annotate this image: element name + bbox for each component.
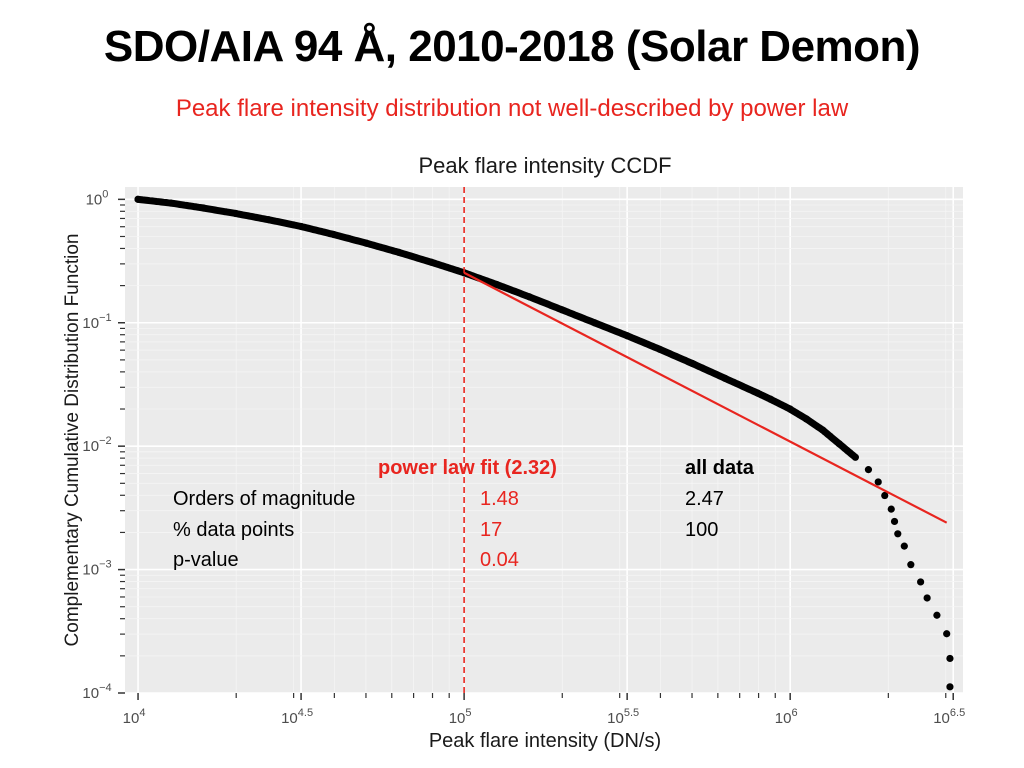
ccdf-point	[199, 204, 207, 212]
ccdf-point	[623, 332, 631, 340]
fit-header: power law fit (2.32)	[378, 457, 557, 479]
ccdf-point	[330, 230, 338, 239]
ccdf-point	[943, 630, 951, 638]
ccdf-point	[819, 426, 827, 434]
ccdf-point	[493, 280, 501, 289]
ccdf-point	[297, 222, 305, 231]
slide-title: SDO/AIA 94 Å, 2010-2018 (Solar Demon)	[103, 22, 921, 71]
ccdf-point	[900, 542, 908, 550]
ccdf-point	[558, 306, 566, 314]
ccdf-point	[395, 248, 403, 257]
row-fit-orders: 1.48	[480, 488, 519, 510]
ccdf-point	[946, 654, 954, 663]
ccdf-point	[917, 578, 925, 586]
y-axis-label: Complementary Cumulative Distribution Fu…	[62, 234, 83, 647]
plot-panel	[125, 187, 963, 693]
ccdf-point	[835, 440, 843, 448]
ccdf-point	[590, 319, 599, 327]
ccdf-point	[167, 199, 175, 207]
ccdf-point	[946, 683, 954, 691]
ccdf-point	[887, 505, 895, 513]
row-fit-pct: 17	[480, 519, 502, 541]
ccdf-point	[721, 374, 729, 382]
x-tick-label: 105	[449, 707, 472, 727]
ccdf-point	[232, 209, 240, 218]
ccdf-point	[767, 395, 775, 403]
row-label-orders: Orders of magnitude	[173, 488, 355, 510]
data-marks	[134, 187, 954, 693]
y-axis-ticks	[118, 198, 125, 694]
tick-labels: 104 104.5 105 105.5 106 106.5 100 10−1 10−2 10−3 1…	[82, 188, 965, 727]
ccdf-point	[753, 389, 762, 397]
y-tick-label: 10−2	[82, 435, 111, 455]
x-tick-label: 105.5	[607, 707, 639, 727]
ccdf-point	[134, 195, 142, 203]
row-label-pct: % data points	[173, 519, 294, 541]
ccdf-point	[894, 530, 902, 538]
row-all-orders: 2.47	[685, 488, 724, 510]
x-tick-label: 106.5	[933, 707, 965, 727]
ccdf-point	[851, 453, 859, 461]
ccdf-point	[786, 405, 794, 413]
x-axis-ticks	[137, 693, 954, 700]
ccdf-point	[864, 466, 873, 474]
ccdf-data-band	[134, 195, 858, 460]
x-tick-label: 106	[775, 707, 798, 727]
ccdf-point	[264, 216, 273, 224]
ccdf-point	[688, 359, 696, 368]
ccdf-point	[933, 611, 941, 619]
ccdf-point	[890, 517, 899, 526]
chart-title: Peak flare intensity CCDF	[418, 153, 671, 178]
slide-subtitle: Peak flare intensity distribution not we…	[175, 95, 849, 122]
x-axis-label: Peak flare intensity (DN/s)	[429, 730, 661, 752]
power-law-fit-line	[463, 271, 948, 524]
y-tick-label: 10−1	[82, 312, 111, 332]
ccdf-point	[874, 478, 882, 486]
ccdf-point	[656, 345, 664, 353]
ccdf-point	[923, 594, 931, 602]
row-label-pvalue: p-value	[173, 549, 239, 571]
row-all-pct: 100	[685, 519, 718, 541]
ccdf-point	[802, 415, 811, 423]
ccdf-point	[427, 258, 436, 266]
y-tick-label: 100	[86, 188, 109, 208]
y-tick-label: 10−4	[82, 682, 111, 702]
x-tick-label: 104.5	[281, 707, 313, 727]
ccdf-point	[907, 561, 915, 569]
annotation-table: power law fit (2.32) all data Orders of …	[173, 457, 755, 571]
ccdf-point	[362, 239, 370, 247]
y-tick-label: 10−3	[82, 559, 111, 579]
all-header: all data	[685, 457, 755, 479]
row-fit-pvalue: 0.04	[480, 549, 519, 571]
ccdf-point	[525, 293, 533, 301]
ccdf-point	[881, 491, 889, 500]
x-tick-label: 104	[123, 707, 146, 727]
